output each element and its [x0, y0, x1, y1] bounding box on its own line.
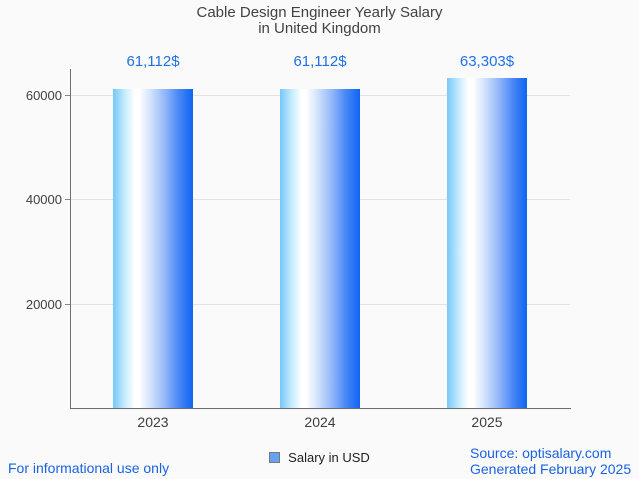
y-axis-tick	[65, 95, 70, 96]
y-axis-tick-label: 40000	[25, 192, 62, 207]
y-axis-tick-label: 60000	[25, 88, 62, 103]
y-axis-line	[70, 69, 71, 409]
y-axis-tick-label: 20000	[25, 297, 62, 312]
y-axis-tick	[65, 304, 70, 305]
bar-2023[interactable]	[113, 89, 193, 408]
bar-value-label: 61,112$	[126, 53, 180, 70]
bar-value-label: 63,303$	[459, 53, 515, 70]
disclaimer-text: For informational use only	[8, 460, 170, 476]
legend-square-icon	[269, 452, 281, 463]
chart-title-line2: in United Kingdom	[258, 20, 381, 37]
x-axis-label: 2024	[304, 414, 336, 430]
x-axis-line	[70, 408, 571, 409]
x-axis-label: 2023	[137, 414, 169, 430]
chart-title-line1: Cable Design Engineer Yearly Salary	[196, 4, 443, 21]
bar-value-label: 61,112$	[293, 53, 347, 70]
legend-label: Salary in USD	[288, 450, 370, 465]
chart-title: Cable Design Engineer Yearly Salary in U…	[0, 5, 639, 37]
x-axis-label: 2025	[471, 414, 503, 430]
bar-2024[interactable]	[280, 89, 360, 408]
chart-legend: Salary in USD	[0, 450, 639, 465]
y-axis-tick	[65, 199, 70, 200]
bar-2025[interactable]	[447, 78, 527, 408]
source-block: Source: optisalary.com Generated Februar…	[470, 445, 631, 477]
generated-date: Generated February 2025	[470, 461, 632, 477]
source-link[interactable]: Source: optisalary.com	[470, 445, 612, 461]
